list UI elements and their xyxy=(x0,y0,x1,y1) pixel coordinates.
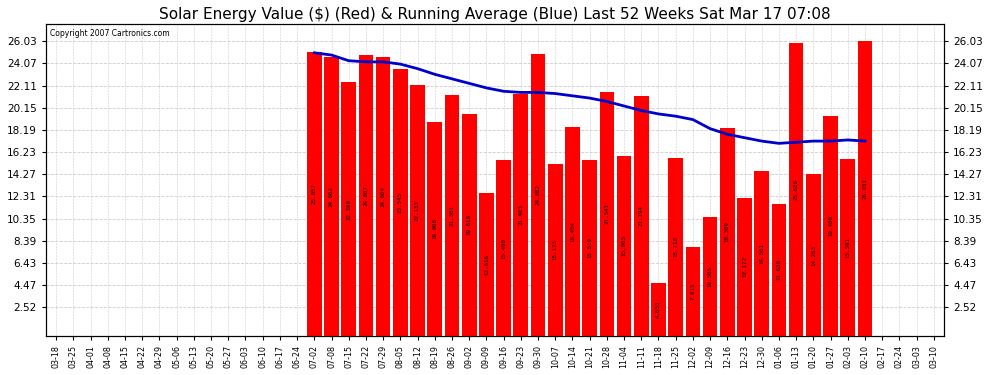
Text: 21.541: 21.541 xyxy=(604,203,610,224)
Bar xyxy=(479,193,494,336)
Text: 21.194: 21.194 xyxy=(639,206,644,226)
Text: 14.561: 14.561 xyxy=(759,243,764,264)
Bar xyxy=(531,54,545,336)
Bar xyxy=(841,159,855,336)
Bar xyxy=(428,122,443,336)
Bar xyxy=(514,93,528,336)
Bar xyxy=(376,57,390,336)
Text: 21.301: 21.301 xyxy=(449,205,454,226)
Text: 22.389: 22.389 xyxy=(346,199,351,220)
Text: 21.403: 21.403 xyxy=(519,204,524,225)
Bar xyxy=(393,69,408,336)
Bar xyxy=(547,164,562,336)
Bar xyxy=(496,160,511,336)
Text: 26.031: 26.031 xyxy=(862,178,867,199)
Bar xyxy=(703,217,718,336)
Bar xyxy=(651,283,666,336)
Text: 25.057: 25.057 xyxy=(312,183,317,204)
Text: 15.905: 15.905 xyxy=(622,235,627,256)
Text: 15.490: 15.490 xyxy=(501,238,506,259)
Bar xyxy=(324,57,339,336)
Text: 15.519: 15.519 xyxy=(587,237,592,258)
Text: Copyright 2007 Cartronics.com: Copyright 2007 Cartronics.com xyxy=(50,29,170,38)
Text: 18.908: 18.908 xyxy=(433,218,438,239)
Text: 15.718: 15.718 xyxy=(673,236,678,257)
Text: 25.828: 25.828 xyxy=(794,179,799,200)
Bar xyxy=(738,198,751,336)
Bar xyxy=(358,55,373,336)
Bar xyxy=(307,52,322,336)
Text: 4.653: 4.653 xyxy=(656,301,661,318)
Title: Solar Energy Value ($) (Red) & Running Average (Blue) Last 52 Weeks Sat Mar 17 0: Solar Energy Value ($) (Red) & Running A… xyxy=(159,7,831,22)
Text: 24.662: 24.662 xyxy=(329,186,334,207)
Text: 24.882: 24.882 xyxy=(536,184,541,206)
Bar xyxy=(686,248,700,336)
Text: 14.263: 14.263 xyxy=(811,244,816,266)
Bar xyxy=(634,96,648,336)
Bar xyxy=(720,128,735,336)
Text: 15.173: 15.173 xyxy=(552,239,557,260)
Text: 24.604: 24.604 xyxy=(380,186,386,207)
Text: 18.454: 18.454 xyxy=(570,221,575,242)
Text: 23.545: 23.545 xyxy=(398,192,403,213)
Bar xyxy=(565,127,580,336)
Bar xyxy=(445,94,459,336)
Text: 10.505: 10.505 xyxy=(708,266,713,287)
Text: 19.618: 19.618 xyxy=(466,214,471,235)
Bar xyxy=(824,116,838,336)
Text: 24.807: 24.807 xyxy=(363,185,368,206)
Bar xyxy=(582,160,597,336)
Bar xyxy=(806,174,821,336)
Bar xyxy=(857,41,872,336)
Bar xyxy=(410,85,425,336)
Bar xyxy=(668,158,683,336)
Bar xyxy=(462,114,476,336)
Bar xyxy=(771,204,786,336)
Text: 15.591: 15.591 xyxy=(845,237,850,258)
Text: 19.400: 19.400 xyxy=(828,216,833,237)
Text: 22.133: 22.133 xyxy=(415,200,420,221)
Text: 12.616: 12.616 xyxy=(484,254,489,275)
Bar xyxy=(600,92,614,336)
Bar xyxy=(342,82,356,336)
Bar xyxy=(754,171,769,336)
Bar xyxy=(789,44,804,336)
Text: 18.389: 18.389 xyxy=(725,221,730,242)
Text: 11.630: 11.630 xyxy=(776,260,781,280)
Bar xyxy=(617,156,632,336)
Text: 7.815: 7.815 xyxy=(690,283,695,300)
Text: 12.172: 12.172 xyxy=(742,256,747,278)
